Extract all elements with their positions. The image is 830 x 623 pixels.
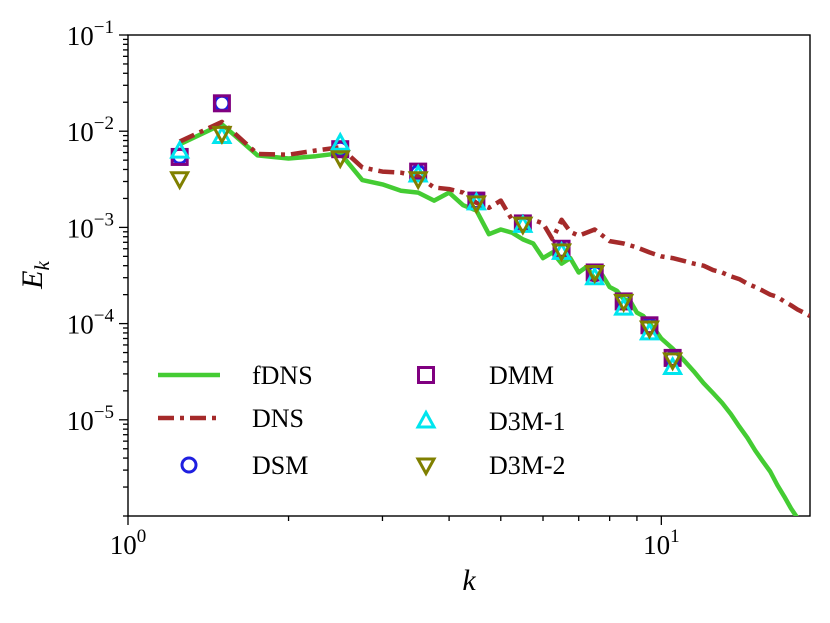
legend-dmm-swatch [417,366,435,384]
y-tick-label: 10−5 [67,402,114,436]
d3m-1-marker [169,139,191,159]
axis-ticks: 100 101 10−1 10−2 10−3 10−4 10−5 [67,17,680,560]
d3m-1-marker [613,296,635,316]
d3m-1-marker [662,355,684,375]
d3m-2-marker [329,150,351,170]
d3m-2-marker [613,293,635,314]
plot-frame [127,34,811,517]
legend: fDNS DNS DSM DMM D3M-1 D3M-2 [158,361,566,480]
d3m-2-marker [638,320,660,340]
d3m-2-marker [584,264,606,285]
d3m-2-marker [465,195,487,215]
dmm-marker [212,94,231,113]
x-axis-title: k [462,564,476,597]
legend-d3m-2-swatch [415,457,437,477]
d3m-2-marker [407,171,429,191]
legend-dns-label: DNS [252,404,304,433]
legend-d3m-1-swatch [415,409,437,429]
legend-d3m-2-label: D3M-2 [489,451,566,480]
y-axis-title: Ek [16,261,54,290]
series-layer [169,94,810,516]
d3m-2-marker [662,352,684,372]
y-tick-label: 10−2 [67,113,114,147]
dsm-marker [213,94,231,112]
x-tick-label: 100 [110,526,147,560]
x-tick-label: 101 [643,526,680,560]
y-tick-label: 10−1 [67,17,114,51]
d3m-2-marker [211,125,233,145]
legend-dsm-label: DSM [252,451,308,480]
y-tick-label: 10−3 [67,209,114,243]
d3m-2-marker [512,216,534,236]
legend-fdns-label: fDNS [252,361,313,390]
legend-dmm-label: DMM [489,361,554,390]
d3m-2-marker [169,171,191,191]
d3m-2-marker [551,243,573,263]
legend-d3m-1-label: D3M-1 [489,407,566,436]
y-tick-label: 10−4 [67,306,115,340]
d3m-1-marker [329,131,351,151]
dns-line [178,119,810,318]
legend-dsm-swatch [180,456,198,474]
